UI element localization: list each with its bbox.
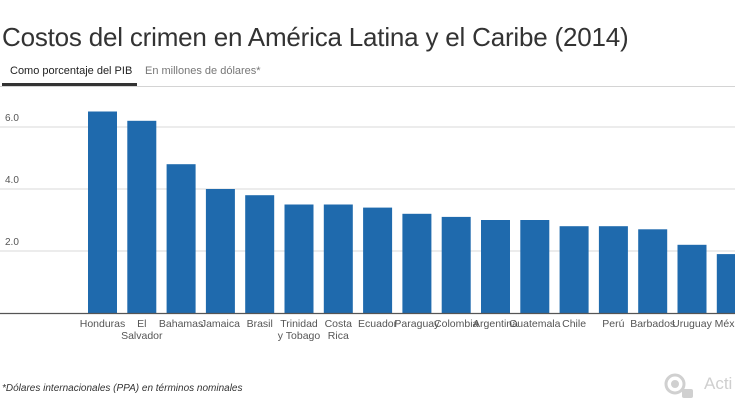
y-tick-label: 6.0 [5,113,19,124]
x-tick-label: Ecuador [358,318,398,330]
watermark-text: Acti [704,374,733,393]
x-tick-label: México [715,318,735,330]
bar [598,226,628,313]
chart-title: Costos del crimen en América Latina y el… [2,22,629,52]
x-tick-label: Bahamas [159,318,203,330]
x-tick-label: Costa Rica [325,318,353,342]
bar [481,220,510,313]
bar [323,204,353,313]
tab-million-dollars[interactable]: En millones de dólares* [145,65,261,77]
bar [363,207,393,313]
x-tick-label: Guatemala [509,318,561,330]
x-tick-label: Paraguay [394,318,440,330]
bar-chart: 2.0 4.0 6.0 Honduras El SalvadorBahamasJamaic… [0,111,735,342]
y-tick-label: 2.0 [5,237,19,248]
x-tick-label: Trinidad y Tobago [278,318,321,342]
tab-divider [0,86,735,87]
bar [205,189,235,313]
tab-percent-gdp[interactable]: Como porcentaje del PIB [10,65,133,77]
x-tick-label: Colombia [434,318,479,330]
bar [559,226,589,313]
pin-icon [664,373,693,398]
tab-bar: Como porcentaje del PIB En millones de d… [0,58,735,88]
bar [638,229,668,313]
x-tick-label: Honduras [80,318,126,330]
x-tick-label: Jamaica [201,318,240,330]
y-tick-label: 4.0 [5,175,19,186]
x-tick-label: Chile [562,318,586,330]
bar [284,204,314,313]
x-tick-label: Perú [602,318,624,330]
x-tick-label: Argentina [473,318,518,330]
x-tick-label: Brasil [247,318,273,330]
bar [677,244,707,313]
x-tick-label: Barbados [630,318,675,330]
bar [245,195,275,313]
bar [402,213,432,313]
bar [166,164,196,313]
bar [441,216,471,313]
active-tab-indicator [2,83,137,86]
bar [88,111,117,313]
bar [127,120,157,313]
watermark: Acti [658,372,735,400]
footnote: *Dólares internacionales (PPA) en términ… [2,383,243,394]
bar [520,220,550,313]
x-tick-label: El Salvador [121,318,163,342]
x-tick-label: Uruguay [672,318,712,330]
bar [716,254,735,313]
